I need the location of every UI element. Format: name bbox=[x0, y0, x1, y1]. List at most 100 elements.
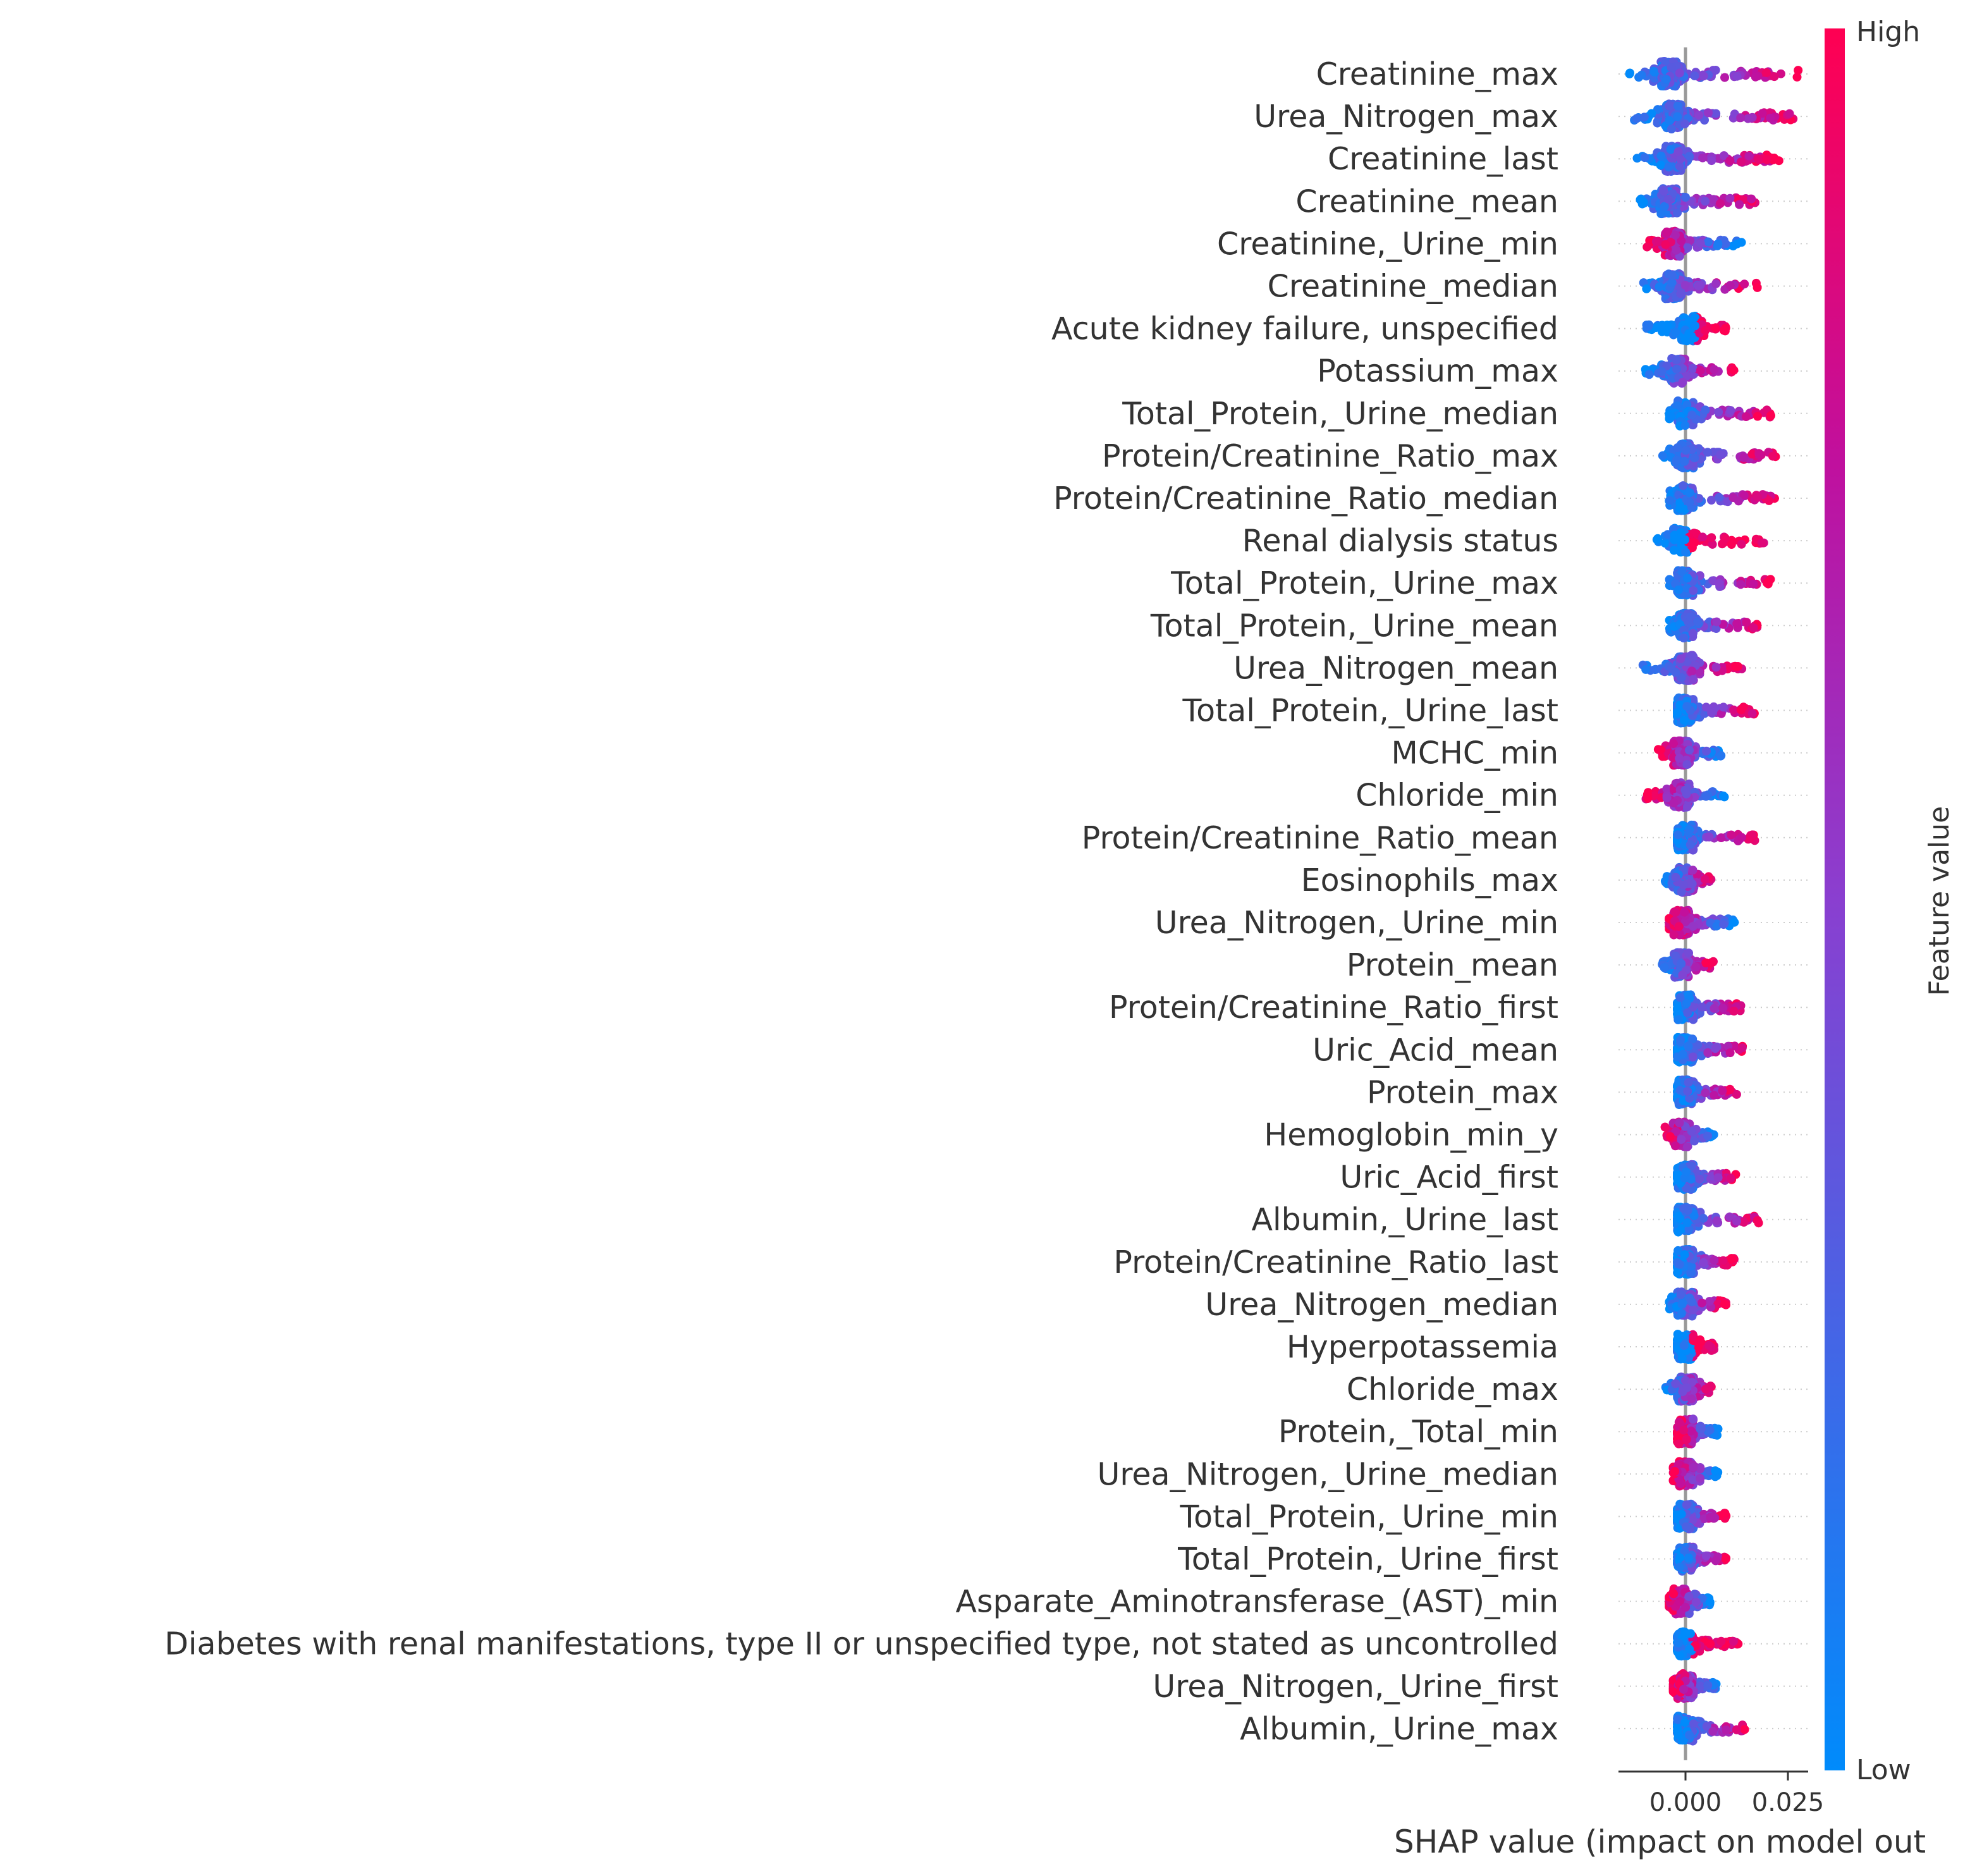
shap-point bbox=[1753, 412, 1762, 421]
shap-point bbox=[1688, 1052, 1698, 1062]
shap-point bbox=[1669, 739, 1678, 749]
shap-point bbox=[1671, 951, 1680, 960]
shap-point bbox=[1707, 156, 1716, 166]
shap-point bbox=[1665, 116, 1674, 125]
shap-point bbox=[1736, 580, 1746, 589]
shap-point bbox=[1744, 151, 1754, 161]
shap-point bbox=[1691, 321, 1699, 331]
shap-point bbox=[1698, 153, 1708, 162]
shap-point bbox=[1653, 118, 1662, 128]
shap-point bbox=[1656, 151, 1666, 161]
feature-points bbox=[1653, 736, 1726, 770]
shap-point bbox=[1677, 959, 1686, 968]
shap-point bbox=[1680, 119, 1689, 128]
shap-point bbox=[1701, 326, 1710, 335]
shap-point bbox=[1689, 586, 1698, 595]
shap-point bbox=[1688, 364, 1698, 373]
shap-point bbox=[1716, 751, 1725, 761]
shap-point bbox=[1674, 1015, 1684, 1024]
shap-points bbox=[1625, 57, 1803, 1746]
shap-point bbox=[1757, 538, 1766, 548]
shap-point bbox=[1671, 328, 1680, 337]
shap-point bbox=[1701, 958, 1711, 967]
shap-point bbox=[1700, 874, 1710, 884]
shap-point bbox=[1656, 745, 1665, 754]
shap-point bbox=[1669, 799, 1679, 807]
shap-point bbox=[1694, 111, 1704, 120]
shap-point bbox=[1785, 109, 1794, 118]
shap-point bbox=[1688, 653, 1698, 662]
shap-point bbox=[1768, 451, 1777, 461]
shap-point bbox=[1721, 239, 1730, 248]
shap-point bbox=[1663, 194, 1673, 204]
shap-point bbox=[1673, 112, 1682, 121]
shap-point bbox=[1718, 791, 1728, 800]
shap-point bbox=[1684, 948, 1693, 958]
shap-point bbox=[1734, 496, 1743, 506]
shap-point bbox=[1686, 840, 1695, 849]
shap-point bbox=[1762, 578, 1771, 587]
shap-point bbox=[1749, 623, 1758, 632]
shap-point bbox=[1643, 242, 1652, 252]
shap-point bbox=[1719, 702, 1728, 712]
shap-point bbox=[1671, 907, 1680, 917]
shap-point bbox=[1678, 1050, 1687, 1059]
shap-point bbox=[1716, 833, 1726, 842]
shap-point bbox=[1747, 194, 1756, 204]
shap-point bbox=[1682, 789, 1691, 799]
shap-point bbox=[1725, 1048, 1735, 1058]
shap-point bbox=[1687, 666, 1697, 676]
shap-point bbox=[1702, 746, 1711, 756]
shap-point bbox=[1674, 922, 1684, 931]
shap-point bbox=[1707, 496, 1716, 505]
feature-points bbox=[1636, 184, 1759, 219]
shap-point bbox=[1663, 321, 1672, 331]
feature-points bbox=[1665, 608, 1762, 642]
shap-point bbox=[1688, 866, 1698, 875]
shap-point bbox=[1726, 406, 1735, 415]
shap-point bbox=[1684, 1042, 1693, 1051]
shap-point bbox=[1743, 114, 1753, 123]
shap-point bbox=[1712, 617, 1722, 627]
shap-point bbox=[1679, 481, 1688, 491]
shap-point bbox=[1689, 675, 1698, 684]
shap-point bbox=[1739, 453, 1749, 462]
shap-point bbox=[1673, 443, 1682, 452]
feature-points bbox=[1630, 99, 1798, 133]
feature-points bbox=[1673, 990, 1746, 1024]
shap-point bbox=[1656, 209, 1666, 219]
shap-point bbox=[1794, 66, 1803, 75]
shap-point bbox=[1637, 70, 1646, 80]
shap-point bbox=[1675, 754, 1684, 763]
feature-points bbox=[1665, 396, 1775, 431]
shap-point bbox=[1682, 760, 1692, 769]
shap-point bbox=[1662, 228, 1672, 237]
shap-point bbox=[1694, 281, 1703, 291]
shap-point bbox=[1710, 365, 1719, 374]
shap-point bbox=[1725, 156, 1735, 166]
feature-points bbox=[1673, 1075, 1741, 1109]
shap-point bbox=[1684, 329, 1694, 338]
shap-point bbox=[1667, 63, 1676, 72]
shap-point bbox=[1719, 920, 1728, 929]
shap-point bbox=[1701, 197, 1710, 206]
feature-points bbox=[1625, 57, 1803, 91]
shap-point bbox=[1701, 792, 1711, 801]
shap-point bbox=[1676, 654, 1686, 663]
shap-point bbox=[1720, 73, 1729, 82]
shap-point bbox=[1667, 412, 1676, 422]
shap-point bbox=[1676, 1035, 1685, 1045]
shap-point bbox=[1725, 193, 1735, 203]
feature-points bbox=[1639, 269, 1762, 303]
shap-point bbox=[1680, 421, 1690, 431]
shap-point bbox=[1669, 930, 1679, 940]
shap-point bbox=[1673, 208, 1682, 218]
shap-point bbox=[1673, 101, 1682, 111]
feature-points bbox=[1632, 142, 1783, 176]
shap-point bbox=[1642, 284, 1651, 293]
shap-point bbox=[1711, 323, 1720, 333]
shap-point bbox=[1632, 114, 1641, 123]
shap-point bbox=[1707, 533, 1716, 543]
feature-points bbox=[1673, 1033, 1747, 1067]
